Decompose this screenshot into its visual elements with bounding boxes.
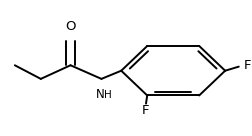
Text: H: H [105, 90, 112, 100]
Text: F: F [142, 104, 150, 117]
Text: O: O [65, 20, 76, 33]
Text: F: F [244, 59, 251, 72]
Text: N: N [96, 88, 105, 101]
